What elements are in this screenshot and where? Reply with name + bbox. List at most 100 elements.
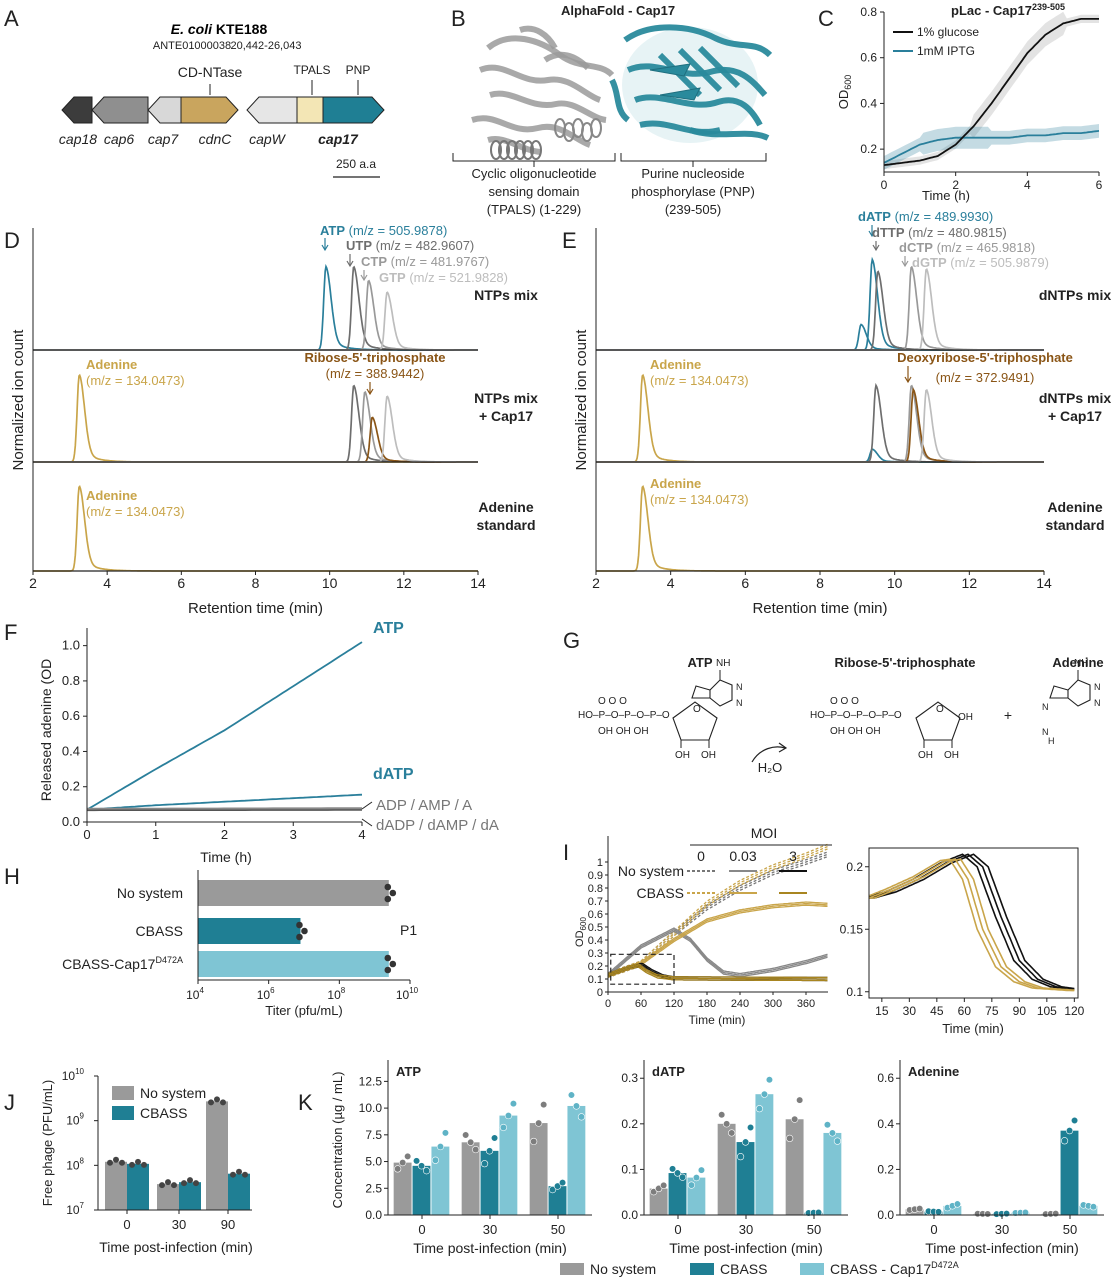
K-ATP-y-tick-label: 5.0: [365, 1155, 382, 1169]
K-dATP-y-tick-label: 0.0: [621, 1208, 638, 1222]
K-Adenine-y-tick-label: 0.2: [877, 1162, 894, 1176]
c-x-tick-label: 0: [881, 178, 888, 192]
ir-y-tick-label: 0.2: [846, 860, 863, 874]
ring-n: N: [1042, 727, 1049, 737]
c-ylabel: OD600: [836, 75, 853, 110]
phosphate-oh: OH OH OH: [598, 726, 649, 737]
series-line-glucose: [883, 18, 1099, 166]
bar-CBASS-Cap17: [198, 951, 389, 977]
legend-moi-label: 0.03: [729, 848, 756, 864]
tpals-ribbon: [543, 51, 591, 71]
replicate-dot: [141, 1161, 147, 1168]
f-label-dadp: dADP / dAMP / dA: [376, 817, 499, 834]
ring-oxygen: O: [936, 704, 944, 715]
i-y-tick-label: 0.8: [588, 883, 603, 895]
replicate-dot: [472, 1145, 480, 1154]
series-line-No system MOI 3: [869, 853, 1075, 990]
replicate-dot: [668, 1165, 677, 1173]
ir-x-tick-label: 120: [1064, 1004, 1084, 1018]
legend-label-nosystem: No system: [140, 1085, 206, 1101]
peak-dTTP: [596, 382, 1044, 463]
f-ylabel: Released adenine (OD: [38, 659, 54, 801]
series-line-CBASS MOI 0: [607, 848, 828, 979]
replicate-dot: [230, 1171, 236, 1178]
D-xlabel: Retention time (min): [188, 600, 323, 617]
replicate-dot: [828, 1129, 837, 1137]
replicate-dot: [678, 1173, 687, 1181]
ring-n: N: [1094, 698, 1101, 708]
replicate-dot: [193, 1180, 199, 1187]
series-line-CBASS MOI 0.03: [607, 904, 828, 978]
replicate-dot: [394, 1165, 402, 1173]
panel-letter-H: H: [4, 864, 20, 889]
legend-swatch-k: [800, 1263, 824, 1275]
peak-Adenine: [33, 373, 478, 463]
ir-x-tick-label: 60: [958, 1004, 972, 1018]
sugar-oh: OH: [918, 750, 933, 761]
peak-dATP: [596, 256, 1044, 351]
D-x-tick-label: 6: [177, 575, 185, 591]
i-x-tick-label: 0: [605, 998, 611, 1010]
D-x-tick-label: 4: [103, 575, 111, 591]
bar-CBASS-50: [548, 1186, 567, 1215]
pnp-caption: phosphorylase (PNP): [631, 184, 755, 199]
legend-label-iptg: 1mM IPTG: [917, 44, 975, 58]
replicate-dot: [833, 1137, 842, 1145]
replicate-dot: [530, 1137, 538, 1146]
replicate-dot: [135, 1158, 141, 1165]
K-ATP-ylabel: Concentration (µg / mL): [330, 1072, 345, 1209]
sugar-oh: OH: [675, 750, 690, 761]
K-Adenine-y-tick-label: 0.4: [877, 1117, 894, 1131]
i-y-tick-label: 0.1: [588, 974, 603, 986]
category-label: CBASS: [136, 923, 183, 939]
h-annotation: P1: [400, 922, 417, 938]
peak-CTP: [33, 279, 478, 351]
arrow-ctp-head: [360, 274, 368, 282]
track-label: standard: [476, 517, 535, 533]
replicate-dot: [187, 1177, 193, 1184]
i-x-tick-label: 60: [635, 998, 647, 1010]
tpals-helix-turn: [530, 140, 542, 160]
tpals-ribbon: [489, 90, 607, 123]
bar-CBASS-30: [179, 1182, 201, 1210]
pnp-ribbon: [609, 78, 631, 123]
series-line-CBASS MOI 3: [607, 966, 828, 982]
replicate-dot: [119, 1159, 125, 1166]
replicate-dot: [384, 966, 392, 974]
legend-label-k: CBASS - Cap17D472A: [830, 1260, 959, 1277]
replicate-dot: [540, 1101, 548, 1109]
K-ATP-y-tick-label: 10.0: [359, 1101, 383, 1115]
series-line-CBASS MOI 0.03: [607, 901, 828, 975]
series-line-CBASS MOI 3: [607, 964, 828, 980]
gene-cap18: [61, 96, 93, 124]
K-Adenine-title: Adenine: [908, 1064, 959, 1079]
replicate-dot: [692, 1174, 701, 1182]
replicate-dot: [384, 883, 392, 891]
i-y-tick-label: 0.5: [588, 922, 603, 934]
replicate-dot: [441, 1129, 450, 1137]
bar-CBASS: [198, 918, 301, 944]
track-label: + Cap17: [1048, 408, 1102, 424]
ir-x-tick-label: 15: [875, 1004, 889, 1018]
pnp-ribbon: [689, 127, 770, 141]
K-Adenine-x-tick-label: 0: [930, 1222, 937, 1237]
phosphate-oh: OH OH OH: [830, 726, 881, 737]
K-ATP-y-tick-label: 2.5: [365, 1181, 382, 1195]
f-y-tick-label: 0.6: [62, 708, 80, 723]
replicate-dot: [723, 1120, 731, 1128]
peak-Adenine: [596, 373, 1044, 463]
replicate-dot: [431, 1156, 440, 1164]
ir-x-tick-label: 45: [930, 1004, 944, 1018]
i-y-tick-label: 0.4: [588, 935, 603, 947]
replicate-dot: [814, 1208, 823, 1217]
ir-x-tick-label: 90: [1013, 1004, 1027, 1018]
j-ylabel: Free phage (PFU/mL): [40, 1080, 55, 1206]
E-x-tick-label: 6: [741, 575, 749, 591]
tpals-helix-turn: [522, 140, 534, 160]
replicate-dot: [467, 1138, 475, 1146]
peak-annotation-ctp: CTP (m/z = 481.9767): [361, 254, 489, 269]
j-y-tick-label: 1010: [62, 1067, 85, 1083]
bar-CBASS - Cap17 D472A-0: [943, 1205, 962, 1215]
bar-No system-50: [529, 1123, 548, 1215]
panel-letter-K: K: [298, 1090, 313, 1115]
